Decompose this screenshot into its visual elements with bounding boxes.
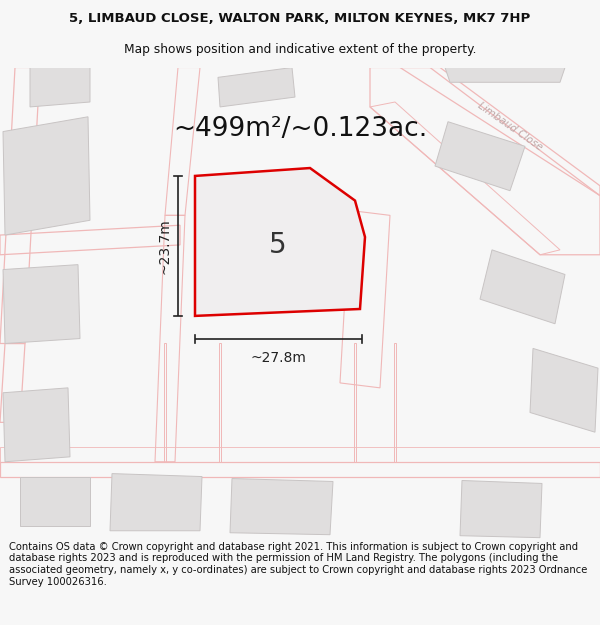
Polygon shape — [203, 191, 315, 299]
Polygon shape — [3, 388, 70, 462]
Text: 5, LIMBAUD CLOSE, WALTON PARK, MILTON KEYNES, MK7 7HP: 5, LIMBAUD CLOSE, WALTON PARK, MILTON KE… — [70, 12, 530, 25]
Polygon shape — [435, 122, 525, 191]
Polygon shape — [195, 168, 365, 316]
Text: ~27.8m: ~27.8m — [251, 351, 307, 365]
Polygon shape — [480, 250, 565, 324]
Polygon shape — [530, 348, 598, 432]
Text: 5: 5 — [269, 231, 287, 259]
Polygon shape — [3, 117, 90, 235]
Text: ~499m²/~0.123ac.: ~499m²/~0.123ac. — [173, 116, 427, 142]
Text: ~23.7m: ~23.7m — [157, 218, 171, 274]
Polygon shape — [218, 68, 295, 107]
Polygon shape — [3, 264, 80, 344]
Polygon shape — [460, 481, 542, 538]
Polygon shape — [30, 68, 90, 107]
Polygon shape — [230, 479, 333, 535]
Polygon shape — [20, 476, 90, 526]
Text: Map shows position and indicative extent of the property.: Map shows position and indicative extent… — [124, 44, 476, 56]
Polygon shape — [445, 68, 565, 82]
Text: Contains OS data © Crown copyright and database right 2021. This information is : Contains OS data © Crown copyright and d… — [9, 542, 587, 587]
Polygon shape — [110, 474, 202, 531]
Text: Limbaud Close: Limbaud Close — [476, 101, 544, 152]
